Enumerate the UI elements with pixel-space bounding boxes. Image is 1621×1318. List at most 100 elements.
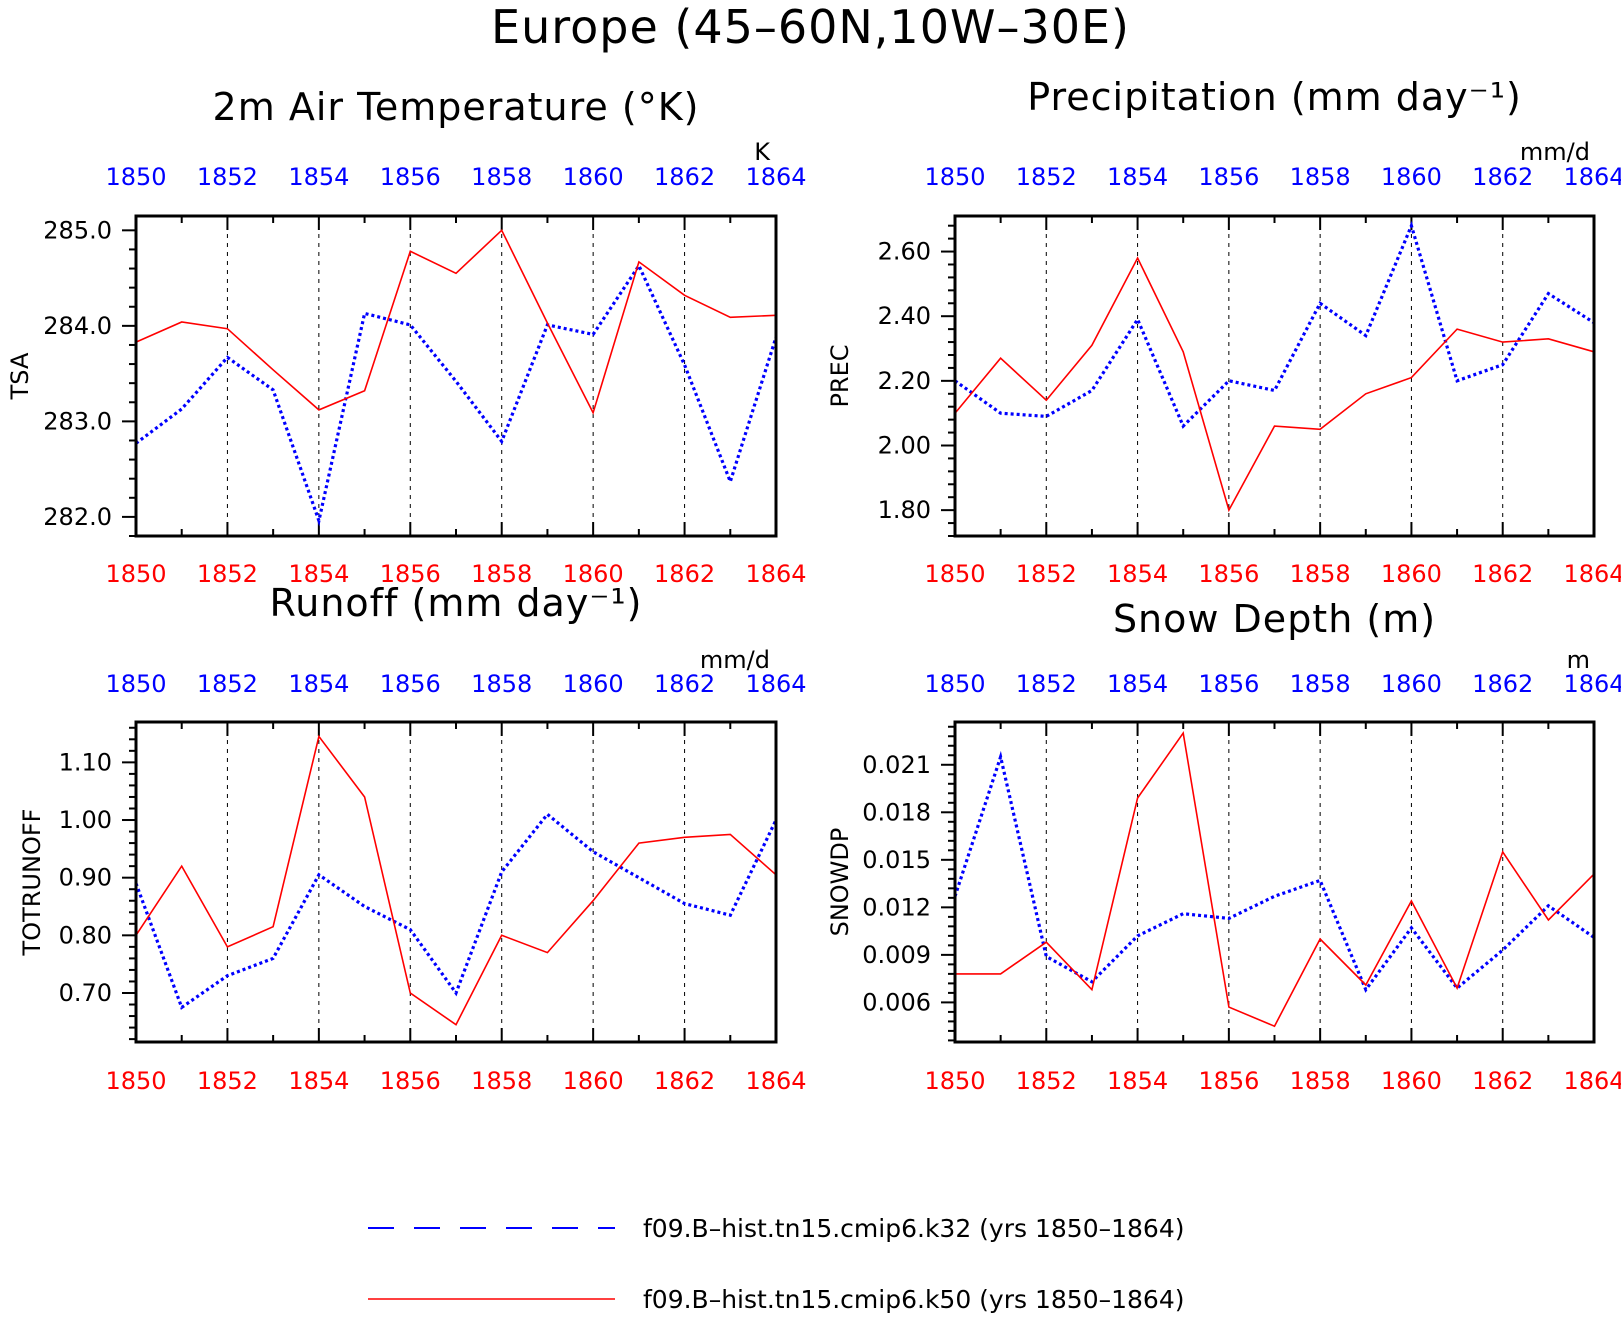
chart4-y-tick-label: 0.018 — [862, 798, 931, 826]
chart2-x-tick-label-bottom: 1862 — [1472, 560, 1533, 588]
chart2-y-tick-label: 2.00 — [878, 431, 931, 459]
chart2-series-k50 — [954, 256, 1595, 513]
chart3-series-k50 — [135, 734, 777, 1026]
chart1-y-axis-label: TSA — [6, 352, 34, 400]
chart4-x-tick-label-top: 1850 — [924, 670, 985, 698]
chart1-x-tick-label-top: 1862 — [654, 163, 715, 191]
chart3-x-tick-label-bottom: 1864 — [745, 1067, 806, 1095]
chart4-plot-frame — [953, 720, 1596, 1044]
chart3-x-tick-label-top: 1852 — [197, 670, 258, 698]
chart4-y-tick-label: 0.012 — [862, 893, 931, 921]
chart2-x-tick-label-bottom: 1860 — [1381, 560, 1442, 588]
chart4-y-axis-label: SNOWDP — [826, 828, 854, 937]
chart4-x-tick-label-bottom: 1862 — [1472, 1067, 1533, 1095]
chart4-x-tick-label-bottom: 1860 — [1381, 1067, 1442, 1095]
chart1-series-k50 — [135, 228, 777, 415]
chart1-x-tick-label-bottom: 1856 — [380, 560, 441, 588]
chart2-units-label: mm/d — [1520, 138, 1590, 166]
chart2-y-tick-label: 1.80 — [878, 496, 931, 524]
chart2-x-tick-label-bottom: 1856 — [1198, 560, 1259, 588]
chart1-x-tick-label-bottom: 1850 — [105, 560, 166, 588]
chart1-series-k32 — [135, 262, 778, 527]
chart3-y-tick-label: 1.00 — [59, 806, 112, 834]
chart3-y-tick-label: 0.80 — [59, 921, 112, 949]
chart3-title: Runoff (mm day⁻¹) — [270, 581, 643, 625]
chart4-x-tick-label-bottom: 1854 — [1107, 1067, 1168, 1095]
chart4-x-tick-label-bottom: 1864 — [1563, 1067, 1621, 1095]
chart2-y-tick-label: 2.60 — [878, 238, 931, 266]
chart3-x-tick-label-bottom: 1856 — [380, 1067, 441, 1095]
chart4-x-tick-label-bottom: 1858 — [1290, 1067, 1351, 1095]
chart1-y-tick-label: 285.0 — [43, 216, 112, 244]
chart2-x-tick-label-top: 1854 — [1107, 163, 1168, 191]
chart4-x-tick-label-bottom: 1856 — [1198, 1067, 1259, 1095]
chart2-x-tick-label-bottom: 1854 — [1107, 560, 1168, 588]
chart4-x-tick-label-top: 1860 — [1381, 670, 1442, 698]
chart2-x-tick-label-top: 1860 — [1381, 163, 1442, 191]
chart4-x-tick-label-top: 1854 — [1107, 670, 1168, 698]
chart4-x-tick-label-bottom: 1850 — [924, 1067, 985, 1095]
chart2-y-axis-label: PREC — [826, 344, 854, 407]
chart2-x-tick-label-top: 1852 — [1016, 163, 1077, 191]
chart3-series-k32 — [134, 812, 778, 1010]
chart1-x-tick-label-top: 1864 — [745, 163, 806, 191]
chart2-x-tick-label-bottom: 1850 — [924, 560, 985, 588]
chart3-y-axis-label: TOTRUNOFF — [18, 809, 46, 957]
plots-area: 2m Air Temperature (°K) K TSA 1850 1850 1852 1… — [6, 75, 1621, 1095]
chart2-y-tick-label: 2.20 — [878, 367, 931, 395]
chart4-y-tick-label: 0.009 — [862, 941, 931, 969]
chart2-title: Precipitation (mm day⁻¹) — [1027, 75, 1522, 119]
chart3-x-tick-label-bottom: 1854 — [288, 1067, 349, 1095]
chart3-units-label: mm/d — [700, 646, 770, 674]
chart3-x-tick-label-top: 1858 — [471, 670, 532, 698]
chart4-title: Snow Depth (m) — [1113, 597, 1436, 641]
chart1-x-tick-label-top: 1854 — [288, 163, 349, 191]
chart4-y-tick-label: 0.015 — [862, 846, 931, 874]
chart3-x-tick-label-bottom: 1860 — [563, 1067, 624, 1095]
chart4-x-tick-label-top: 1856 — [1198, 670, 1259, 698]
chart2-x-tick-label-bottom: 1864 — [1563, 560, 1621, 588]
chart1-x-tick-label-bottom: 1864 — [745, 560, 806, 588]
chart1-x-tick-label-top: 1860 — [563, 163, 624, 191]
chart1-x-tick-label-bottom: 1862 — [654, 560, 715, 588]
page-title: Europe (45–60N,10W–30E) — [491, 0, 1130, 54]
chart2-x-tick-label-bottom: 1852 — [1016, 560, 1077, 588]
chart1-x-tick-label-bottom: 1854 — [288, 560, 349, 588]
chart3-x-tick-label-bottom: 1858 — [471, 1067, 532, 1095]
legend-label-k50: f09.B–hist.tn15.cmip6.k50 (yrs 1850–1864… — [643, 1285, 1184, 1314]
chart4-x-tick-label-bottom: 1852 — [1016, 1067, 1077, 1095]
chart1-x-tick-label-top: 1852 — [197, 163, 258, 191]
chart2-x-tick-label-top: 1850 — [924, 163, 985, 191]
chart1-units-label: K — [754, 138, 771, 166]
chart2-y-tick-label: 2.40 — [878, 302, 931, 330]
chart4-x-tick-label-top: 1864 — [1563, 670, 1621, 698]
chart1-x-tick-label-top: 1856 — [380, 163, 441, 191]
chart1-y-tick-label: 283.0 — [43, 407, 112, 435]
chart3-y-tick-label: 1.10 — [59, 748, 112, 776]
chart3-plot-frame — [134, 720, 778, 1044]
legend: f09.B–hist.tn15.cmip6.k32 (yrs 1850–1864… — [368, 1214, 1184, 1314]
chart3-x-tick-label-top: 1864 — [745, 670, 806, 698]
chart1-y-tick-label: 284.0 — [43, 312, 112, 340]
chart3-x-tick-label-bottom: 1862 — [654, 1067, 715, 1095]
chart3-x-tick-label-top: 1854 — [288, 670, 349, 698]
chart3-x-tick-label-top: 1850 — [105, 670, 166, 698]
chart3-x-tick-label-top: 1862 — [654, 670, 715, 698]
chart1-x-tick-label-bottom: 1860 — [563, 560, 624, 588]
chart3-x-tick-label-bottom: 1852 — [197, 1067, 258, 1095]
chart3-x-tick-label-top: 1860 — [563, 670, 624, 698]
chart4-units-label: m — [1567, 646, 1590, 674]
chart1-y-tick-label: 282.0 — [43, 503, 112, 531]
chart2-x-tick-label-top: 1856 — [1198, 163, 1259, 191]
chart2-x-tick-label-bottom: 1858 — [1290, 560, 1351, 588]
chart4-y-tick-label: 0.021 — [862, 751, 931, 779]
chart3-x-tick-label-top: 1856 — [380, 670, 441, 698]
chart2-plot-frame — [953, 214, 1596, 538]
chart1-title: 2m Air Temperature (°K) — [213, 85, 700, 129]
legend-label-k32: f09.B–hist.tn15.cmip6.k32 (yrs 1850–1864… — [643, 1214, 1184, 1243]
chart4-series-k32 — [953, 750, 1595, 993]
chart4-x-tick-label-top: 1858 — [1290, 670, 1351, 698]
chart3-y-tick-label: 0.90 — [59, 864, 112, 892]
chart3-y-tick-label: 0.70 — [59, 979, 112, 1007]
chart2-x-tick-label-top: 1864 — [1563, 163, 1621, 191]
